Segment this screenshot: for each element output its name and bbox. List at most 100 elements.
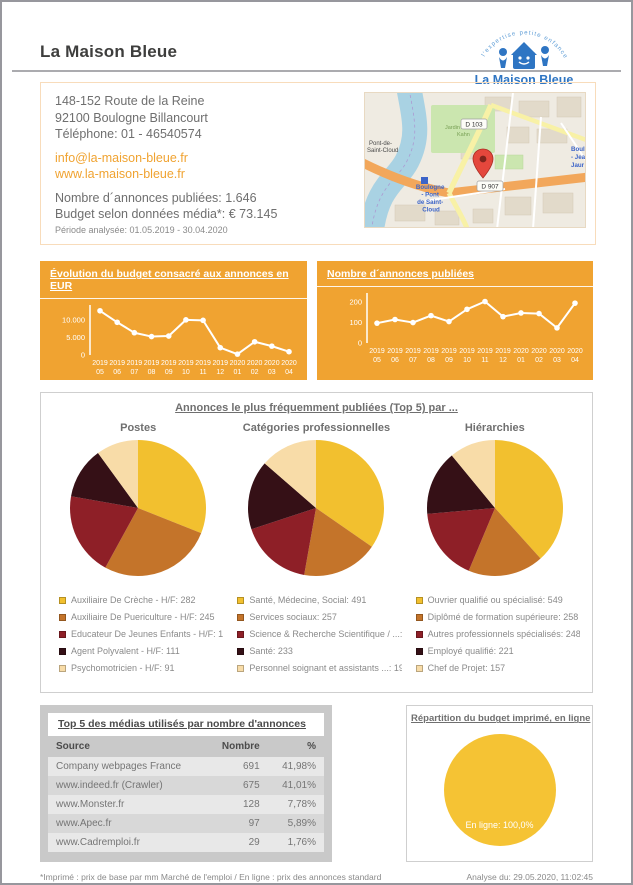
analysis-date: Analyse du: 29.05.2020, 11:02:45 <box>466 872 594 883</box>
map-badge-d907: D 907 <box>476 180 504 192</box>
svg-text:04: 04 <box>571 357 579 364</box>
table-cell: Company webpages France <box>56 761 182 773</box>
legend-item: Diplômé de formation supérieure: 258 <box>415 612 580 622</box>
legend-color-swatch <box>237 665 245 673</box>
budget-split-title: Répartition du budget imprimé, en ligne <box>411 713 591 725</box>
legend-item: Ouvrier qualifié ou spécialisé: 549 <box>415 595 580 605</box>
legend-item: Chef de Projet: 157 <box>415 663 580 673</box>
legend-item: Santé: 233 <box>237 646 401 656</box>
legend-color-swatch <box>237 648 245 656</box>
svg-text:10.000: 10.000 <box>62 316 85 325</box>
legend-color-swatch <box>59 614 66 622</box>
svg-text:2019: 2019 <box>161 360 177 367</box>
legend-item: Autres professionnels spécialisés: 248 <box>415 629 580 639</box>
media-table: Source Nombre % Company webpages France 6… <box>48 736 324 853</box>
svg-text:09: 09 <box>445 357 453 364</box>
table-row: Company webpages France 691 41,98% <box>48 757 324 777</box>
svg-text:08: 08 <box>148 369 156 376</box>
pie-subtitle: Hiérarchies <box>464 422 525 435</box>
pie-column-postes: Postes Auxiliaire De Crèche - H/F: 282 Au… <box>49 418 227 680</box>
page-title: La Maison Bleue <box>40 42 178 61</box>
address-line-1: 148-152 Route de la Reine <box>55 94 205 108</box>
svg-text:D 907: D 907 <box>481 184 499 191</box>
svg-text:2019: 2019 <box>212 360 228 367</box>
svg-text:12: 12 <box>499 357 507 364</box>
legend-item: Employé qualifié: 221 <box>415 646 580 656</box>
table-cell: 128 <box>243 799 260 811</box>
legend-item: Psychomotricien - H/F: 91 <box>59 663 223 673</box>
legend-color-swatch <box>415 648 423 656</box>
location-pin-icon <box>472 148 494 179</box>
table-cell: www.indeed.fr (Crawler) <box>56 780 163 792</box>
svg-text:03: 03 <box>268 369 276 376</box>
pie-chart-hierarchies <box>406 438 584 583</box>
annonces-chart-panel: Nombre d´annonces publiées 0 100 200 2019 05… <box>317 261 593 381</box>
legend-color-swatch <box>59 665 66 673</box>
pie-column-hierarchies: Hiérarchies Ouvrier qualifié ou spéciali… <box>406 418 584 680</box>
annonces-chart-title: Nombre d´annonces publiées <box>327 268 475 281</box>
svg-text:01: 01 <box>234 369 242 376</box>
svg-text:D 103: D 103 <box>465 122 483 129</box>
pie-subtitle: Postes <box>120 422 157 435</box>
table-row: www.Apec.fr 97 5,89% <box>48 814 324 834</box>
svg-text:12: 12 <box>216 369 224 376</box>
table-cell: 1,76% <box>287 837 316 849</box>
svg-text:2019: 2019 <box>92 360 108 367</box>
svg-text:11: 11 <box>481 357 488 364</box>
svg-text:2020: 2020 <box>513 348 529 355</box>
budget-chart-panel: Évolution du budget consacré aux annonce… <box>40 261 307 381</box>
svg-text:2019: 2019 <box>405 348 421 355</box>
table-cell: 7,78% <box>287 799 316 811</box>
legend-item: Educateur De Jeunes Enfants - H/F: 180 <box>59 629 223 639</box>
budget-split-box: Répartition du budget imprimé, en ligne … <box>406 705 593 863</box>
svg-text:05: 05 <box>96 369 104 376</box>
footnote: *Imprimé : prix de base par mm Marché de… <box>40 872 382 883</box>
map-label-park: Jardin Albert Kahn <box>445 125 476 138</box>
legend-color-swatch <box>415 614 423 622</box>
legend-color-swatch <box>237 631 245 639</box>
map-main-road <box>365 158 585 198</box>
map-buildings <box>394 96 582 226</box>
svg-text:2019: 2019 <box>477 348 493 355</box>
pie-legend-hierarchies: Ouvrier qualifié ou spécialisé: 549 Diplô… <box>406 595 584 673</box>
svg-text:200: 200 <box>349 298 362 307</box>
website-link[interactable]: www.la-maison-bleue.fr <box>55 167 185 181</box>
svg-text:03: 03 <box>553 357 561 364</box>
email-link[interactable]: info@la-maison-bleue.fr <box>55 150 188 165</box>
svg-text:04: 04 <box>285 369 293 376</box>
svg-text:2019: 2019 <box>459 348 475 355</box>
svg-text:2019: 2019 <box>195 360 211 367</box>
svg-text:2020: 2020 <box>531 348 547 355</box>
svg-text:2019: 2019 <box>369 348 385 355</box>
budget-line-chart: 0 5.000 10.000 2019 05 2019 06 2019 07 2019 08 2019… <box>50 301 297 377</box>
map-road-north <box>446 103 494 195</box>
company-info-box: 148-152 Route de la Reine 92100 Boulogne… <box>40 82 596 246</box>
panel-divider <box>317 286 593 288</box>
pies-section: Annonces le plus fréquemment publiées (T… <box>40 392 593 694</box>
svg-text:2019: 2019 <box>441 348 457 355</box>
svg-text:2020: 2020 <box>281 360 297 367</box>
legend-item: Santé, Médecine, Social: 491 <box>237 595 401 605</box>
annonces-line-chart: 0 100 200 2019 05 2019 06 2019 07 2019 08 2019 09 201… <box>327 289 583 365</box>
map-badge-d103: D 103 <box>460 118 488 130</box>
svg-text:07: 07 <box>409 357 417 364</box>
table-cell: 41,98% <box>282 761 316 773</box>
legend-item: Auxiliaire De Crèche - H/F: 282 <box>59 595 223 605</box>
legend-color-swatch <box>415 597 423 605</box>
header-divider <box>12 70 621 72</box>
svg-text:01: 01 <box>517 357 525 364</box>
table-cell: 97 <box>248 818 260 830</box>
table-row: www.indeed.fr (Crawler) 675 41,01% <box>48 776 324 796</box>
svg-text:0: 0 <box>81 351 85 360</box>
col-nombre: Nombre <box>221 741 260 753</box>
pies-section-title: Annonces le plus fréquemment publiées (T… <box>175 402 458 415</box>
media-table-panel: Top 5 des médias utilisés par nombre d'a… <box>40 705 332 863</box>
budget-chart-title: Évolution du budget consacré aux annonce… <box>50 268 289 293</box>
svg-text:11: 11 <box>199 369 206 376</box>
svg-text:02: 02 <box>251 369 259 376</box>
table-cell: www.Apec.fr <box>56 818 112 830</box>
table-cell: 29 <box>248 837 260 849</box>
legend-item: Science & Recherche Scientifique / ...: … <box>237 629 402 639</box>
svg-text:2020: 2020 <box>230 360 246 367</box>
